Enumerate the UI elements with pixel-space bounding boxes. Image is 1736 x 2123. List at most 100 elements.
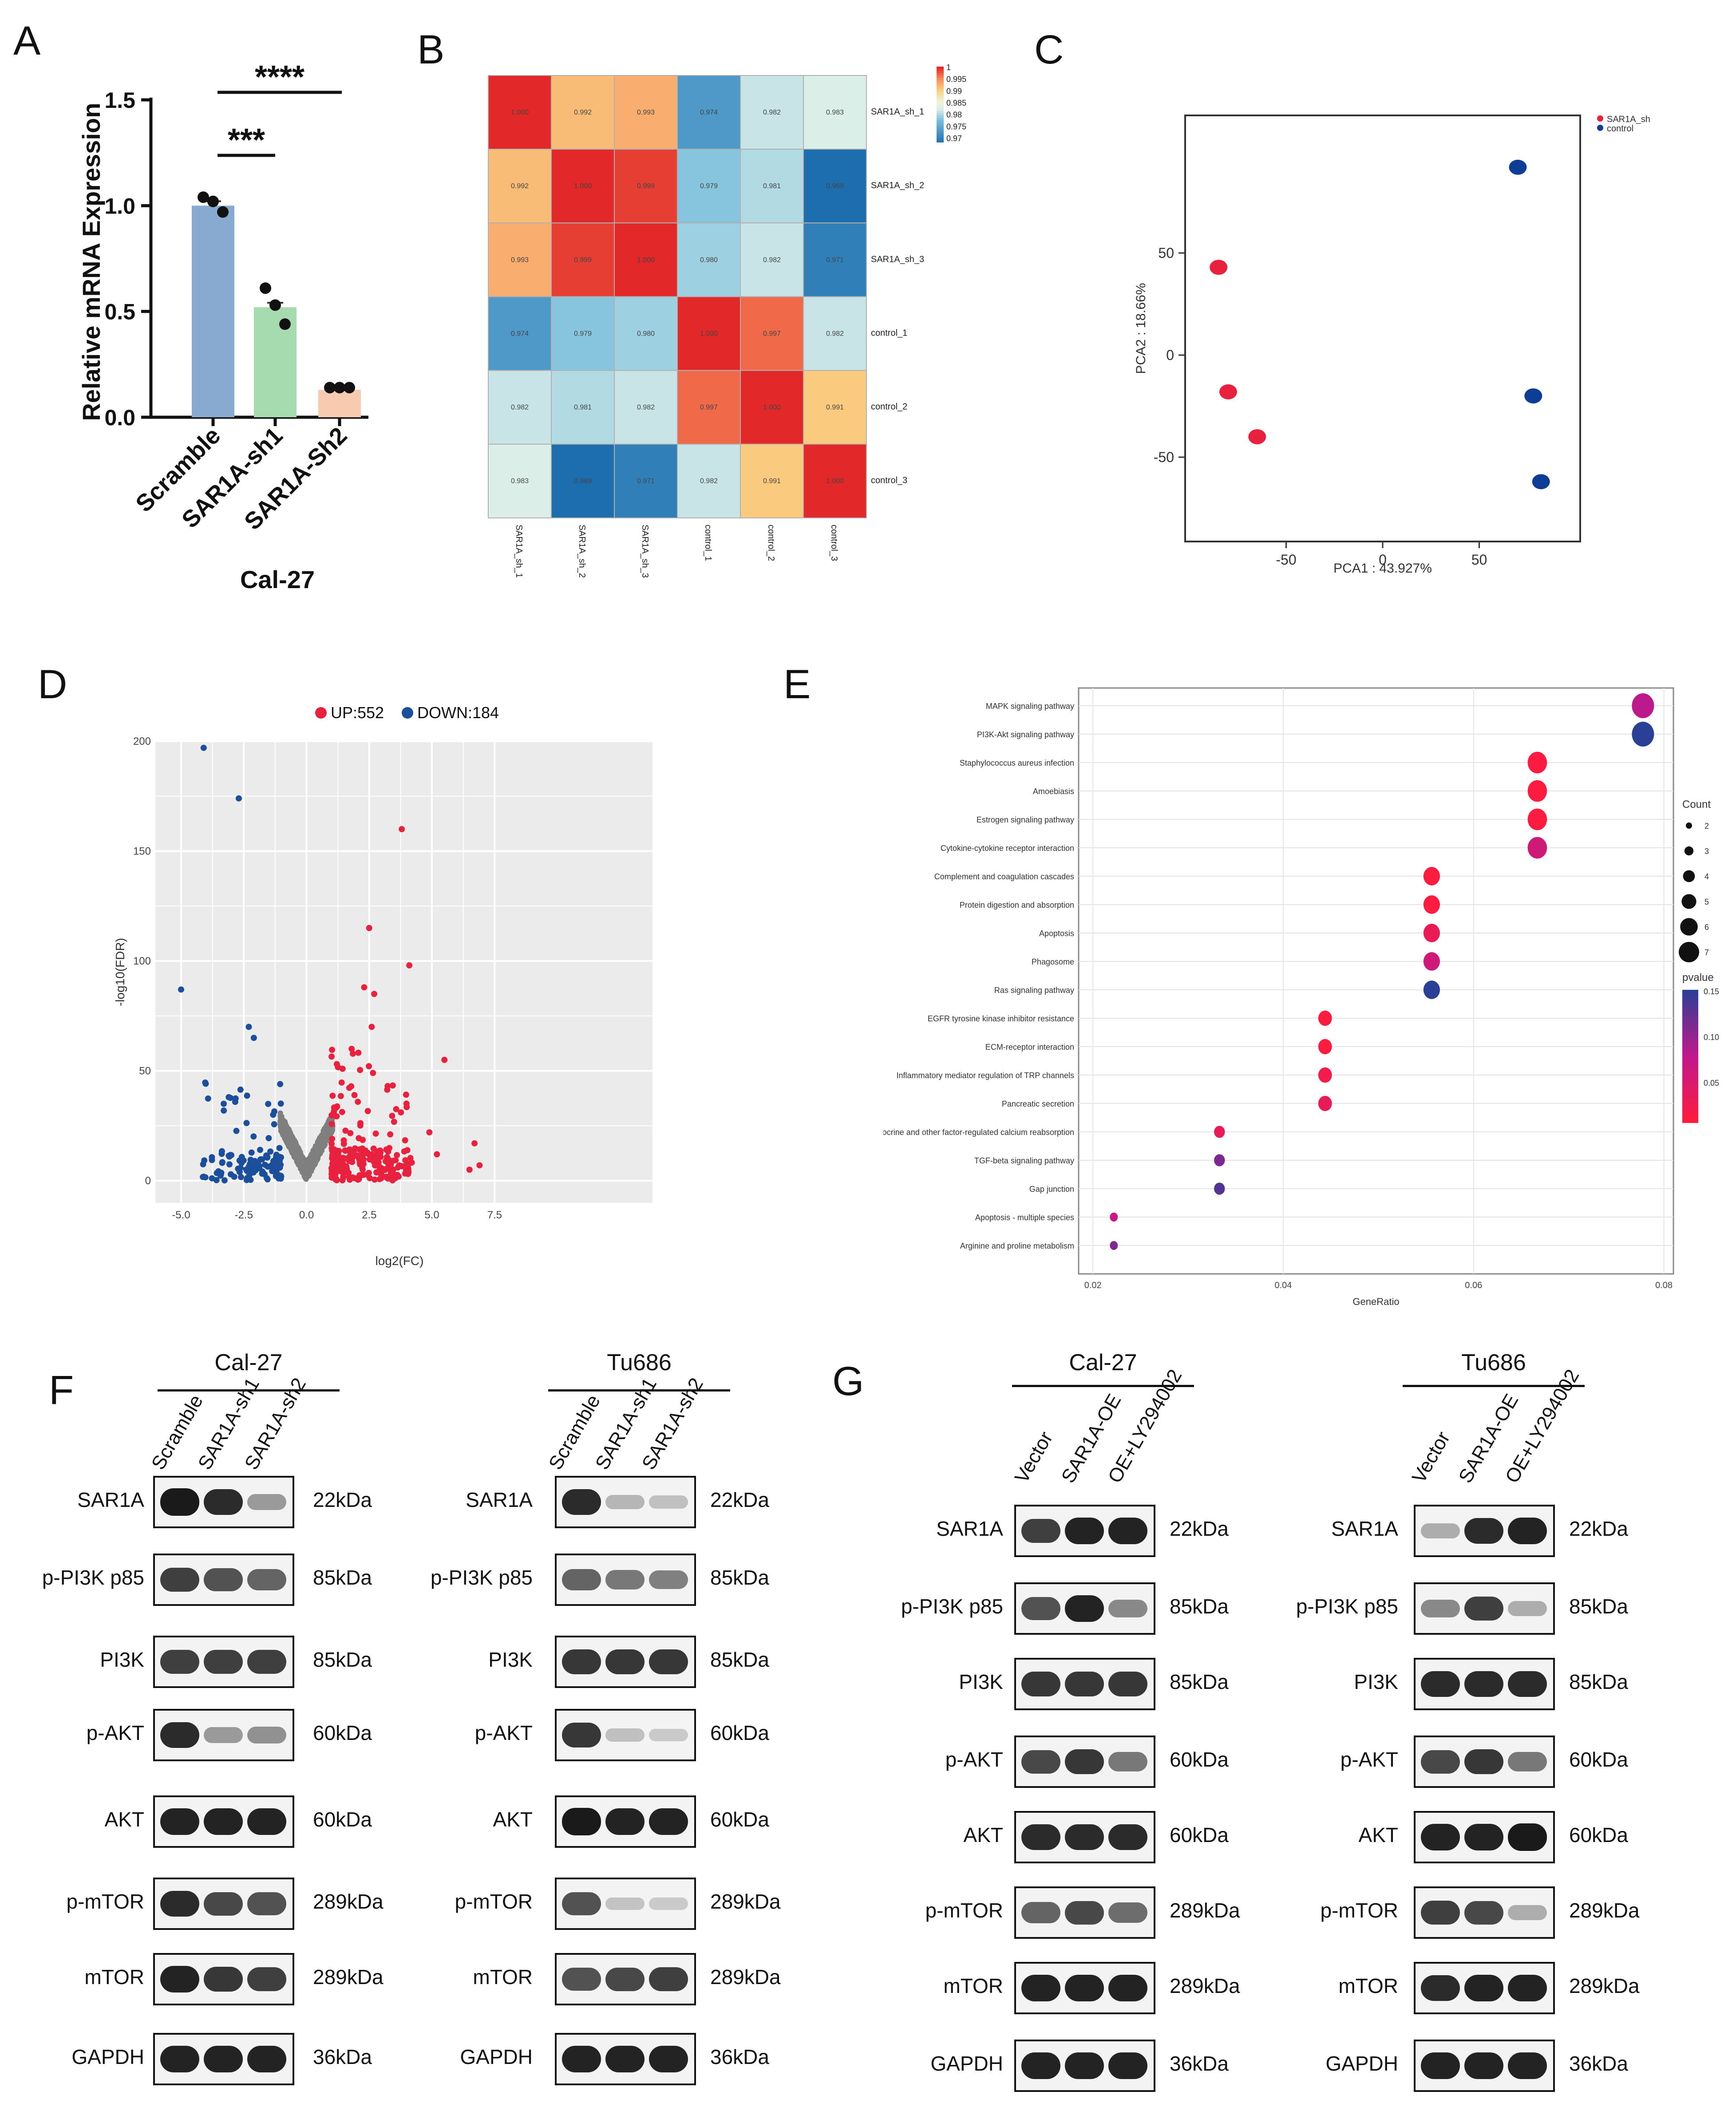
point-up <box>328 1053 335 1060</box>
point-ns <box>312 1160 318 1166</box>
point-up <box>404 1147 411 1154</box>
blot-band <box>1421 1750 1460 1774</box>
point-down <box>277 1081 284 1087</box>
legend-tick: 0.985 <box>946 99 966 107</box>
legend-up-label: UP:552 <box>331 704 384 722</box>
blot-group-underline <box>1403 1385 1585 1387</box>
point-down <box>236 1157 243 1164</box>
panel-b-legend: 1 0.995 0.99 0.985 0.98 0.975 0.97 <box>937 63 966 143</box>
blot-size-label: 22kDa <box>710 1488 769 1511</box>
point-ns <box>308 1157 313 1162</box>
blot-strip <box>1014 1582 1155 1635</box>
legend-marker-sh <box>1597 115 1603 122</box>
heatmap-col-label: control_3 <box>829 525 839 561</box>
legend-tick: 0.975 <box>946 122 966 131</box>
data-point <box>198 191 209 203</box>
panel-e-dotplot: 0.02 0.04 0.06 0.08 MAPK signaling pathway PI… <box>883 687 1719 1307</box>
point-up <box>355 1049 362 1056</box>
pca-point-control <box>1532 474 1550 490</box>
point-up <box>332 1176 339 1183</box>
point-down <box>226 1161 233 1168</box>
y-tick-label: 1.5 <box>104 88 135 113</box>
blot-band <box>605 1967 645 1991</box>
point-down <box>257 1146 263 1153</box>
pvalue-legend-title: pvalue <box>1682 972 1714 984</box>
pca-point-sh <box>1219 384 1237 399</box>
pathway-dot <box>1423 867 1440 886</box>
heatmap-cell <box>488 222 552 297</box>
blot-protein-label: PI3K <box>488 1648 533 1671</box>
x-tick-label: 7.5 <box>487 1209 502 1221</box>
point-up <box>476 1162 483 1169</box>
x-tick-label: 5.0 <box>424 1209 439 1221</box>
heatmap-cell <box>614 443 678 518</box>
panel-b-heatmap: 1.000 0.992 0.993 0.974 0.982 0.983 SAR1A_sh_1… <box>488 63 966 578</box>
blot-band <box>562 1722 601 1748</box>
heatmap-cell-value: 1.000 <box>826 478 844 485</box>
point-up <box>396 1162 403 1169</box>
panel-label-a: A <box>13 18 41 63</box>
blot-protein-label: PI3K <box>959 1670 1003 1693</box>
heatmap-cell-value: 0.993 <box>511 256 529 264</box>
point-down <box>271 1121 277 1127</box>
point-up <box>348 1046 355 1052</box>
heatmap-cell-value: 0.982 <box>826 330 844 337</box>
panel-e-plot-bg <box>1078 687 1674 1275</box>
legend-swatch <box>937 95 944 98</box>
point-down <box>269 1168 276 1174</box>
count-legend-dot <box>1686 822 1692 829</box>
blot-band <box>562 1808 601 1835</box>
blot-strip <box>1014 1736 1155 1788</box>
point-up <box>389 1082 396 1089</box>
pathway-dot <box>1423 952 1440 971</box>
heatmap-cell-value: 0.992 <box>511 182 529 190</box>
x-tick-label: 0.06 <box>1465 1281 1482 1290</box>
blot-protein-label: mTOR <box>84 1965 144 1989</box>
pathway-dot <box>1318 1095 1332 1111</box>
blot-strip <box>153 1476 294 1528</box>
point-down <box>237 1086 244 1093</box>
heatmap-col-label: SAR1A_sh_1 <box>514 525 524 578</box>
pathway-label: Arginine and proline metabolism <box>960 1241 1074 1250</box>
blot-protein-label: PI3K <box>1354 1670 1398 1693</box>
point-up <box>334 1103 340 1110</box>
blot-strip <box>153 2033 294 2085</box>
blot-band <box>605 1728 645 1742</box>
point-up <box>402 1137 408 1144</box>
blot-band <box>1421 1671 1460 1697</box>
panel-c-ylabel: PCA2 : 18.66% <box>1134 283 1148 374</box>
blot-band <box>160 1722 199 1748</box>
legend-swatch <box>937 98 944 100</box>
point-ns <box>278 1117 284 1123</box>
x-tick-label: 50 <box>1471 552 1487 568</box>
blot-size-label: 60kDa <box>1569 1823 1628 1846</box>
legend-swatch <box>937 140 944 142</box>
legend-label-sh: SAR1A_sh <box>1607 115 1650 124</box>
legend-swatch <box>937 109 944 111</box>
blot-protein-label: p-mTOR <box>1320 1899 1399 1922</box>
legend-swatch <box>937 75 944 78</box>
heatmap-cell-value: 0.997 <box>700 404 718 411</box>
point-up <box>352 1146 359 1153</box>
pathway-label: Staphylococcus aureus infection <box>960 759 1074 767</box>
point-up <box>351 1092 358 1099</box>
point-up <box>329 1092 336 1099</box>
heatmap-cell-value: 0.999 <box>574 256 592 264</box>
point-up <box>338 1165 344 1172</box>
count-legend-dot <box>1679 942 1699 962</box>
point-up <box>360 1137 366 1143</box>
y-tick-label: 1.0 <box>104 194 135 218</box>
count-legend-label: 7 <box>1704 948 1709 957</box>
point-up <box>357 1153 364 1160</box>
point-up <box>350 1050 356 1057</box>
point-up <box>364 1108 371 1115</box>
blot-band <box>649 1649 688 1675</box>
blot-band <box>247 1967 286 1992</box>
blot-strip <box>1414 1886 1555 1939</box>
data-point <box>269 299 281 311</box>
pathway-label: Pancreatic secretion <box>1002 1099 1074 1108</box>
pathway-dot <box>1527 808 1547 830</box>
point-ns <box>291 1141 297 1146</box>
heatmap-cell-value: 0.997 <box>763 330 781 337</box>
heatmap-cell <box>677 149 741 224</box>
